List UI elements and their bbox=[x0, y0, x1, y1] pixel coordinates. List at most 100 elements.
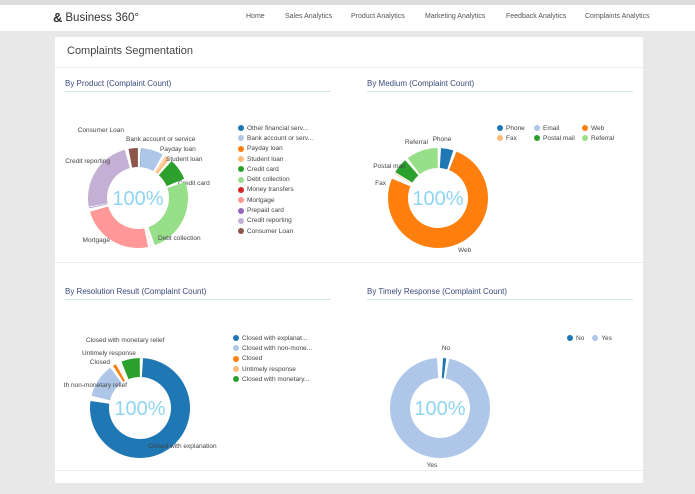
legend-label: Credit reporting bbox=[247, 217, 292, 225]
legend-item[interactable]: Untimely response bbox=[233, 364, 312, 374]
legend-dot-icon bbox=[233, 366, 239, 373]
legend-item[interactable]: Debt collection bbox=[238, 174, 313, 184]
ampersand-logo-icon: & bbox=[53, 10, 63, 25]
legend-item[interactable]: Yes bbox=[592, 333, 612, 343]
nav-complaints-analytics[interactable]: Complaints Analytics bbox=[585, 13, 650, 20]
legend-item[interactable]: Postal mail bbox=[534, 133, 582, 143]
donut-slice[interactable] bbox=[90, 358, 190, 459]
legend-item[interactable]: Student loan bbox=[238, 154, 313, 164]
slice-label: Phone bbox=[433, 136, 452, 143]
nav-feedback-analytics[interactable]: Feedback Analytics bbox=[506, 13, 567, 20]
legend-item[interactable]: Money transfers bbox=[238, 185, 313, 195]
legend-label: Credit card bbox=[247, 165, 279, 173]
legend-dot-icon bbox=[567, 335, 573, 342]
slice-label: Fax bbox=[375, 180, 387, 187]
legend-item[interactable]: Prepaid card bbox=[238, 205, 313, 215]
donut-slice[interactable] bbox=[148, 181, 188, 246]
nav-product-analytics[interactable]: Product Analytics bbox=[351, 13, 405, 20]
donut-slice[interactable] bbox=[139, 148, 142, 168]
legend-item[interactable]: Bank account or serv... bbox=[238, 133, 313, 143]
donut-slice[interactable] bbox=[88, 203, 108, 209]
donut-slice[interactable] bbox=[140, 148, 163, 172]
legend-item[interactable]: Phone bbox=[497, 123, 534, 133]
legend-item[interactable]: Web bbox=[582, 123, 626, 133]
legend-dot-icon bbox=[233, 335, 239, 342]
slice-label: Consumer Loan bbox=[78, 127, 125, 134]
legend-label: Debt collection bbox=[247, 176, 290, 184]
slice-label: th non-monetary relief bbox=[64, 382, 127, 389]
legend-item[interactable]: Fax bbox=[497, 133, 534, 143]
legend-item[interactable]: Closed with monetary... bbox=[233, 374, 312, 384]
legend-label: No bbox=[576, 334, 585, 342]
slice-label: Closed with monetary relief bbox=[86, 337, 165, 344]
slice-label: Debt collection bbox=[158, 235, 201, 242]
donut-slice[interactable] bbox=[88, 149, 130, 207]
legend-dot-icon bbox=[238, 186, 244, 193]
donut-slice[interactable] bbox=[121, 358, 140, 380]
legend-dot-icon bbox=[233, 355, 239, 362]
legend-item[interactable]: Closed with non-mone... bbox=[233, 343, 312, 353]
nav-marketing-analytics[interactable]: Marketing Analytics bbox=[425, 13, 486, 20]
donut-slice[interactable] bbox=[388, 151, 488, 248]
slice-label: Postal mail bbox=[373, 163, 405, 170]
legend-dot-icon bbox=[233, 345, 239, 352]
legend-by-timely-response: No Yes bbox=[567, 333, 620, 343]
donut-slice[interactable] bbox=[407, 148, 438, 175]
legend-label: Other financial serv... bbox=[247, 124, 308, 132]
legend-label: Closed with explanat... bbox=[242, 334, 308, 342]
legend-item[interactable]: No bbox=[567, 333, 584, 343]
legend-item[interactable]: Email bbox=[534, 123, 582, 133]
legend-item[interactable]: Credit card bbox=[238, 164, 313, 174]
slice-label: Credit reporting bbox=[65, 158, 110, 165]
legend-label: Yes bbox=[601, 334, 612, 342]
donut-slice[interactable] bbox=[389, 358, 490, 458]
legend-dot-icon bbox=[238, 166, 244, 173]
donut-slice[interactable] bbox=[91, 367, 122, 401]
donut-slice[interactable] bbox=[89, 206, 149, 248]
donut-slice[interactable] bbox=[113, 364, 126, 382]
slice-label: Student loan bbox=[166, 156, 203, 163]
legend-label: Bank account or serv... bbox=[247, 134, 313, 142]
legend-dot-icon bbox=[238, 125, 244, 132]
slice-label: Mortgage bbox=[83, 237, 111, 244]
donut-slice[interactable] bbox=[118, 362, 127, 380]
legend-dot-icon bbox=[238, 176, 244, 183]
legend-dot-icon bbox=[534, 125, 540, 132]
nav-sales-analytics[interactable]: Sales Analytics bbox=[285, 13, 333, 20]
legend-item[interactable]: Credit reporting bbox=[238, 216, 313, 226]
slice-label: No bbox=[442, 345, 451, 352]
donut-slice[interactable] bbox=[395, 160, 419, 183]
donut-slice[interactable] bbox=[439, 148, 454, 170]
donut-slice[interactable] bbox=[394, 173, 412, 184]
legend-label: Email bbox=[543, 124, 560, 132]
center-percentage: 100% bbox=[114, 398, 165, 420]
logo[interactable]: & Business 360° bbox=[53, 10, 139, 25]
legend-item[interactable]: Closed with explanat... bbox=[233, 333, 312, 343]
donut-slice[interactable] bbox=[146, 227, 152, 247]
legend-item[interactable]: Closed bbox=[233, 354, 312, 364]
legend-label: Closed with non-mone... bbox=[242, 344, 313, 352]
legend-label: Prepaid card bbox=[247, 207, 284, 215]
divider bbox=[55, 470, 643, 471]
donut-slice[interactable] bbox=[441, 358, 447, 379]
donut-slice[interactable] bbox=[155, 157, 170, 174]
legend-by-medium: Phone Email Web Fax Postal mail Referral bbox=[497, 123, 626, 144]
legend-item[interactable]: Mortgage bbox=[238, 195, 313, 205]
legend-item[interactable]: Consumer Loan bbox=[238, 226, 313, 236]
legend-label: Postal mail bbox=[543, 134, 575, 142]
slice-label: Yes bbox=[427, 462, 438, 469]
legend-dot-icon bbox=[534, 135, 540, 142]
slice-label: Credit card bbox=[178, 180, 210, 187]
page-title: Complaints Segmentation bbox=[67, 45, 193, 57]
legend-item[interactable]: Payday loan bbox=[238, 144, 313, 154]
legend-item[interactable]: Referral bbox=[582, 133, 626, 143]
header: & Business 360° Home Sales Analytics Pro… bbox=[0, 5, 695, 31]
donut-slice[interactable] bbox=[155, 156, 166, 173]
legend-dot-icon bbox=[497, 125, 503, 132]
legend-item[interactable]: Other financial serv... bbox=[238, 123, 313, 133]
nav-home[interactable]: Home bbox=[246, 13, 265, 20]
donut-slice[interactable] bbox=[128, 148, 138, 168]
chart-title-by-timely-response: By Timely Response (Complaint Count) bbox=[367, 287, 633, 300]
donut-slice[interactable] bbox=[158, 161, 185, 187]
slice-label: Bank account or service bbox=[126, 136, 196, 143]
